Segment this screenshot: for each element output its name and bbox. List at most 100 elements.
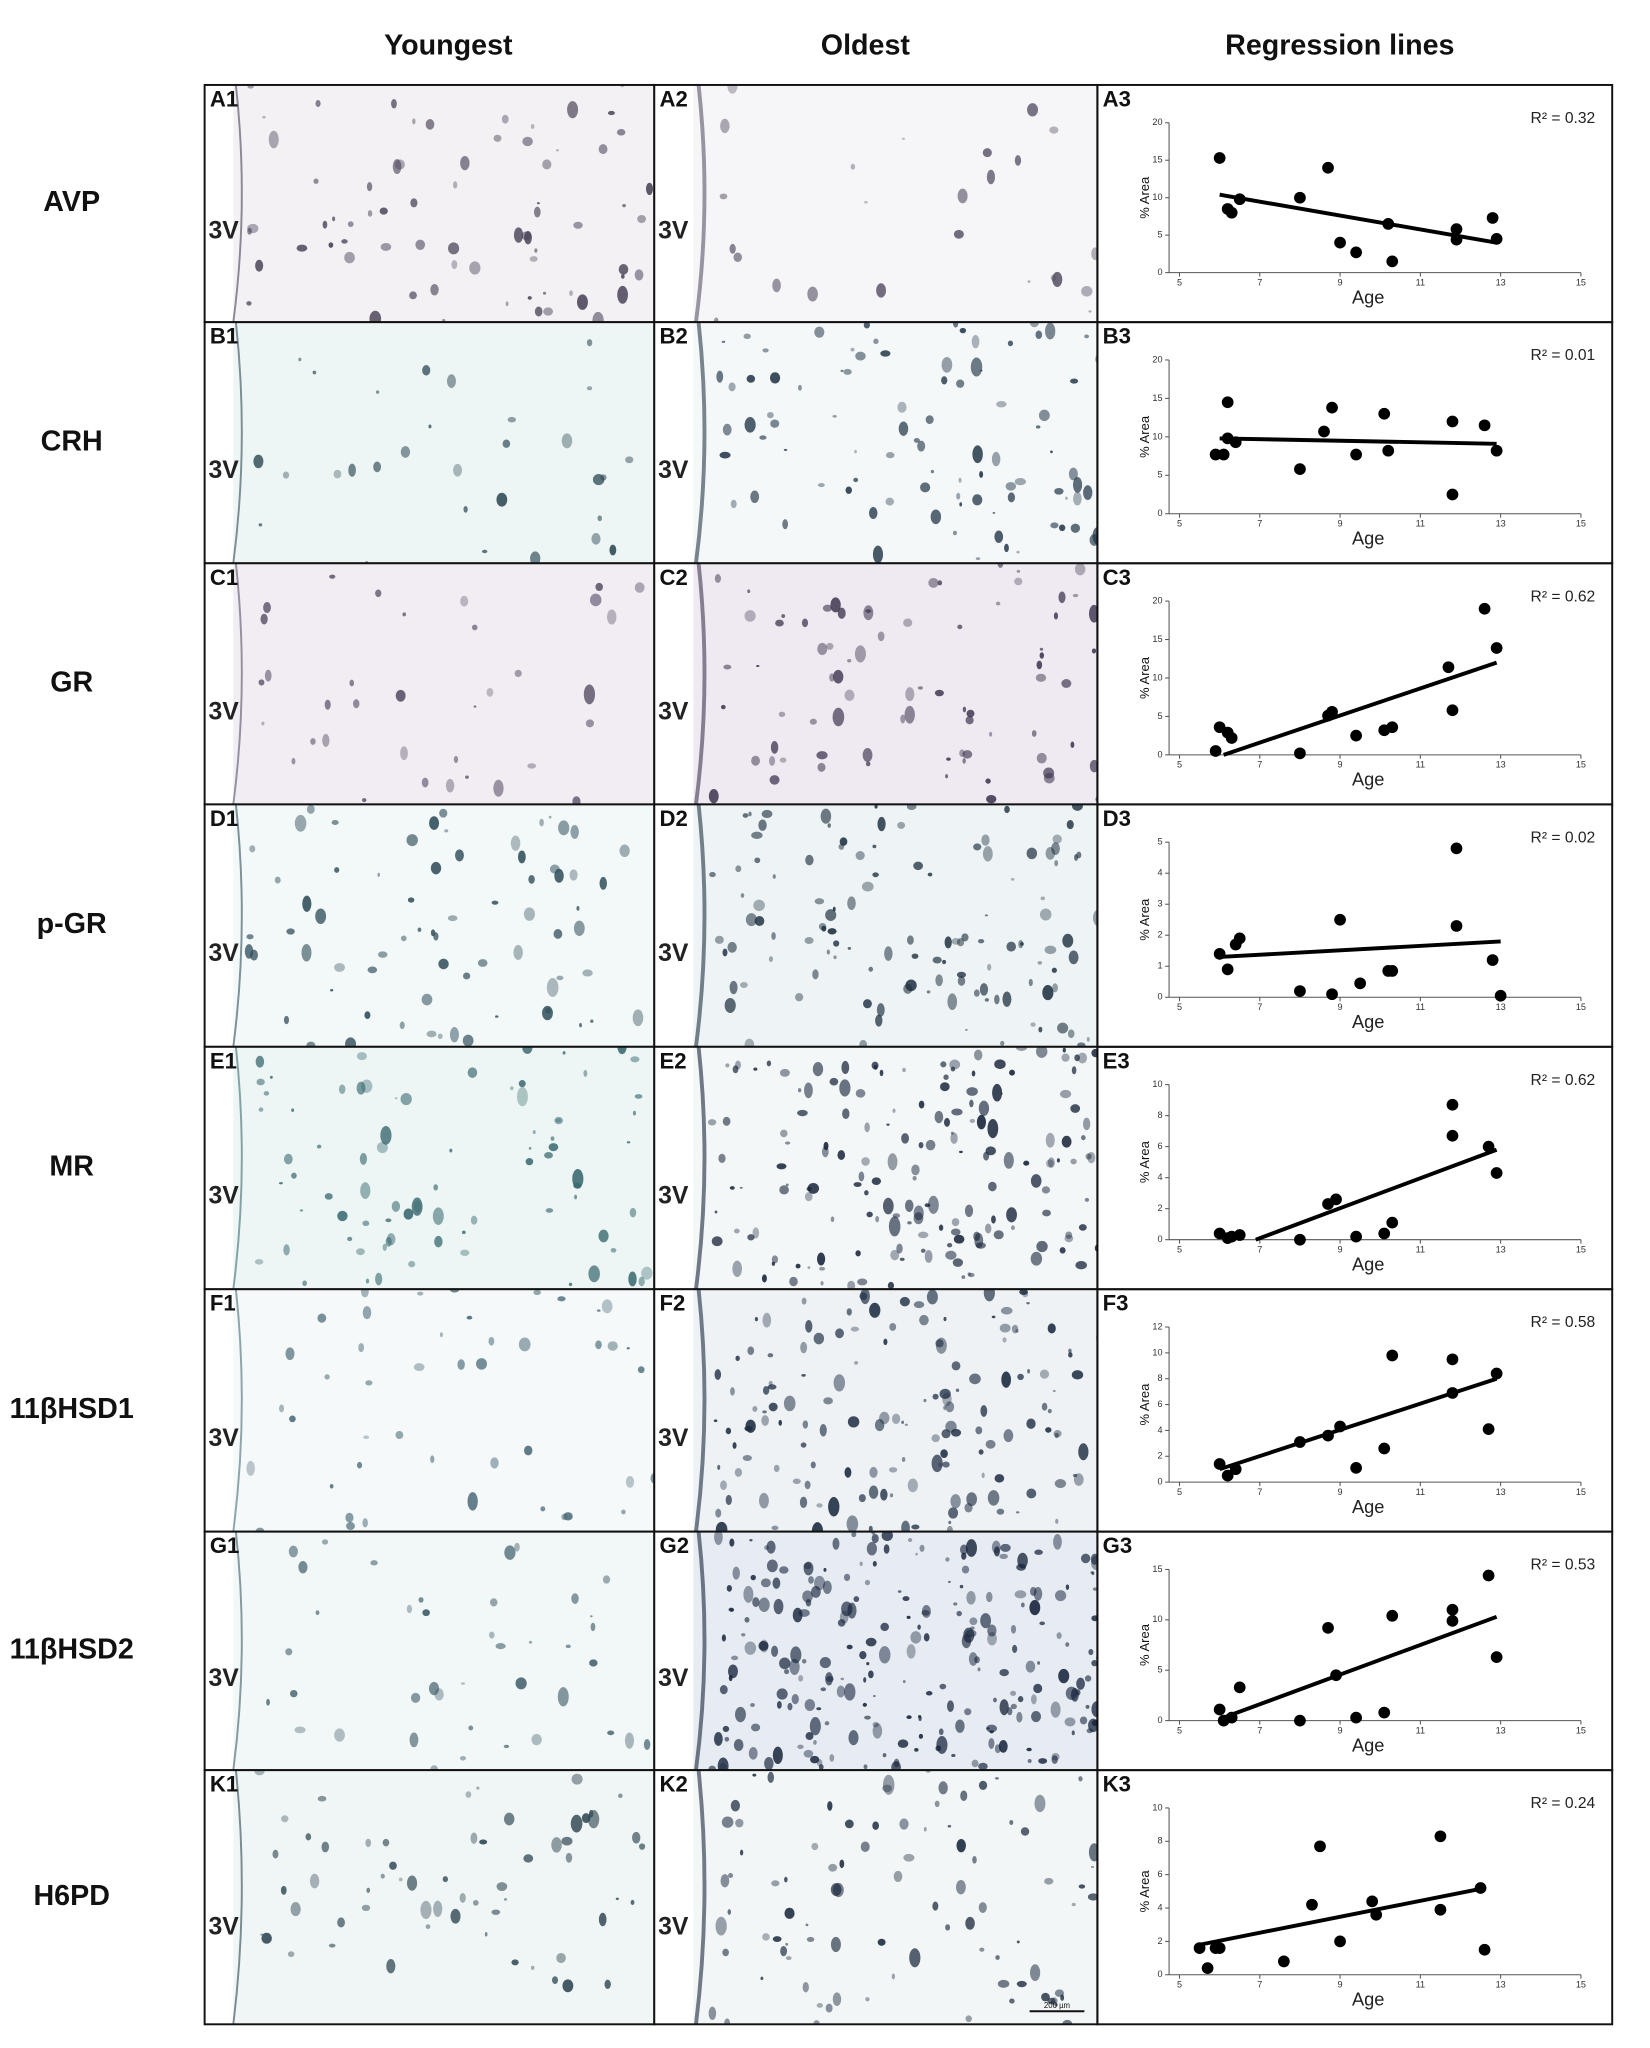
cell (523, 1854, 534, 1863)
cell (1016, 1940, 1020, 1944)
cell (1052, 834, 1062, 844)
cell (324, 1193, 333, 1200)
cell (779, 1185, 789, 1195)
cell (784, 1876, 788, 1883)
cell (249, 845, 256, 853)
cell (825, 2003, 833, 2013)
cell (950, 1228, 961, 1236)
cell (1101, 642, 1105, 647)
cell (751, 755, 760, 766)
cell (758, 1640, 769, 1651)
cell (887, 1281, 895, 1290)
cell (729, 980, 738, 995)
cell (283, 1153, 293, 1165)
cell (254, 1770, 265, 1776)
cell (956, 938, 965, 947)
cell (825, 1672, 833, 1686)
cell (333, 469, 342, 479)
cell (938, 1224, 944, 1231)
micrograph-background (654, 563, 1098, 805)
cell (378, 951, 388, 958)
cell (956, 1838, 966, 1853)
cell (493, 134, 502, 142)
ventricle-label: 3V (209, 1183, 240, 1210)
cell (722, 423, 732, 436)
cell (947, 1824, 952, 1828)
cell (860, 1289, 870, 1305)
cell (917, 440, 926, 452)
data-point (1322, 1622, 1334, 1634)
cell (732, 1065, 739, 1074)
cell (863, 1764, 868, 1770)
cell (522, 1046, 533, 1054)
cell (360, 1182, 371, 1199)
cell (984, 998, 989, 1002)
cell (906, 935, 914, 945)
cell (833, 669, 844, 684)
data-point (1442, 661, 1455, 674)
cell (872, 545, 884, 564)
cell (848, 1730, 859, 1746)
cell (975, 1426, 983, 1435)
cell (313, 178, 319, 184)
cell (1091, 1701, 1098, 1718)
cell (932, 1901, 939, 1911)
data-point (1306, 1898, 1318, 1911)
cell (576, 906, 580, 911)
cell (290, 1902, 301, 1917)
cell (1083, 485, 1093, 501)
data-point (1225, 1711, 1238, 1724)
ventricle-wall (694, 84, 707, 323)
cell (824, 1721, 830, 1726)
cell (945, 1420, 957, 1433)
cell (893, 1870, 903, 1883)
ventricle (654, 84, 694, 323)
cell (833, 940, 840, 947)
cell (494, 1015, 499, 1018)
cell (315, 908, 327, 924)
ventricle-label: 3V (658, 1425, 689, 1452)
cell (837, 1150, 846, 1160)
micrograph (654, 563, 1105, 805)
cell (460, 155, 470, 171)
micrograph (204, 1046, 655, 1290)
cell (787, 1702, 793, 1711)
cell (1039, 652, 1045, 659)
cell (246, 301, 252, 306)
cell (730, 1799, 741, 1812)
cell (826, 949, 831, 955)
cell (607, 110, 615, 116)
cell (569, 869, 578, 881)
cell (752, 1405, 758, 1412)
cell (883, 1338, 888, 1346)
cell (832, 906, 836, 912)
cell (877, 1938, 886, 1946)
cell (495, 1643, 506, 1650)
cell (337, 1210, 348, 1222)
cell (735, 865, 742, 873)
cell (513, 227, 524, 243)
cell (1081, 285, 1093, 297)
cell (1074, 563, 1086, 576)
cell (826, 642, 834, 650)
cell (807, 1266, 811, 1269)
data-point (1213, 152, 1226, 164)
cell (935, 1745, 942, 1752)
cell (935, 974, 943, 987)
cell (844, 689, 855, 701)
cell (638, 1276, 645, 1287)
cell (995, 601, 1001, 606)
cell (629, 1207, 637, 1218)
cell (1010, 1703, 1017, 1710)
cell (797, 1109, 808, 1117)
cell (322, 733, 330, 747)
cell (375, 1272, 383, 1286)
cell (1091, 1048, 1098, 1058)
cell (945, 1401, 955, 1413)
cell (1039, 647, 1044, 651)
cell (847, 1280, 856, 1290)
x-tick-label: 7 (1257, 760, 1262, 770)
cell (288, 1545, 298, 1558)
cell (771, 932, 776, 940)
cell (255, 1527, 265, 1532)
